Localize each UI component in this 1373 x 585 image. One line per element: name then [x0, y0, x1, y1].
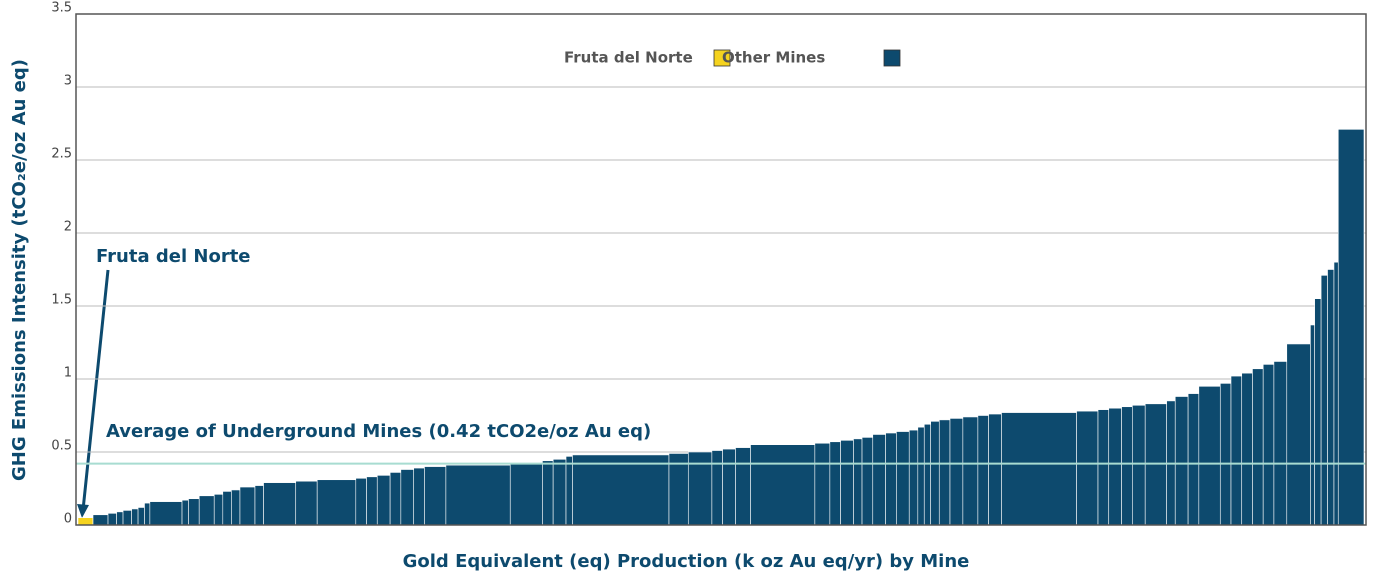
plot-frame: [75, 13, 1367, 526]
bar: [376, 475, 391, 526]
bar: [213, 494, 224, 526]
bar: [1314, 298, 1322, 526]
bar: [1252, 368, 1264, 526]
y-tick-label: 1: [64, 366, 72, 381]
bar: [1286, 343, 1311, 526]
x-axis-label: Gold Equivalent (eq) Production (k oz Au…: [403, 551, 970, 572]
bar: [1121, 406, 1133, 526]
bar: [814, 442, 831, 526]
bar: [1076, 410, 1099, 526]
bar: [853, 438, 863, 526]
bar: [445, 464, 511, 526]
bar: [896, 431, 910, 526]
bar: [1198, 385, 1221, 526]
y-tick-label: 0.5: [51, 439, 72, 454]
bar: [254, 485, 264, 526]
legend-swatch: [883, 49, 901, 67]
legend-label: Other Mines: [722, 49, 825, 67]
bar: [1320, 275, 1328, 526]
bar: [222, 491, 232, 526]
bar: [188, 498, 200, 526]
bar: [239, 486, 256, 526]
bar: [316, 479, 357, 526]
y-tick-label: 3: [64, 74, 72, 89]
bar: [149, 501, 183, 526]
y-axis-label: GHG Emissions Intensity (tCO₂e/oz Au eq): [9, 59, 30, 481]
bar: [735, 447, 751, 526]
bar: [552, 458, 567, 526]
bar: [1310, 324, 1315, 526]
bar: [565, 456, 573, 526]
bar: [263, 482, 297, 526]
bar: [107, 513, 117, 526]
annotation-arrowhead: [77, 504, 89, 518]
bar: [400, 469, 415, 526]
bar: [231, 489, 241, 526]
bar: [1333, 261, 1339, 526]
bar: [722, 448, 736, 526]
y-tick-label: 0: [64, 512, 72, 527]
bar: [1187, 393, 1200, 526]
bar: [116, 511, 124, 526]
bar: [962, 416, 979, 526]
bar: [1132, 404, 1146, 526]
bar: [917, 426, 925, 526]
annotation: Fruta del Norte: [96, 246, 251, 267]
y-tick-label: 1.5: [51, 293, 72, 308]
y-tick-label: 2: [64, 220, 72, 235]
bar: [389, 472, 402, 526]
bar: [355, 477, 367, 526]
bar: [77, 517, 94, 526]
bar: [509, 463, 543, 526]
bar: [413, 467, 425, 526]
bar: [750, 444, 816, 526]
bar: [1108, 407, 1122, 526]
bar: [977, 415, 989, 526]
bar: [144, 502, 151, 526]
bar: [424, 466, 447, 526]
bar: [1174, 396, 1189, 526]
bar: [295, 480, 318, 526]
bar: [1230, 375, 1243, 526]
y-tick-label: 3.5: [51, 1, 72, 16]
bar: [198, 495, 215, 526]
legend-label: Fruta del Norte: [564, 49, 693, 67]
bar: [1219, 383, 1232, 526]
bar: [949, 418, 964, 526]
bar: [92, 514, 109, 526]
bar: [1273, 361, 1288, 526]
bar: [938, 419, 951, 526]
bar: [366, 476, 378, 526]
bar: [908, 429, 919, 526]
bar: [988, 413, 1002, 526]
bar: [1337, 129, 1365, 526]
annotation-arrow: [81, 269, 110, 511]
legend-swatch: [713, 49, 731, 67]
bar: [861, 437, 874, 526]
bar: [885, 432, 897, 526]
bar: [711, 450, 723, 526]
bar: [1262, 364, 1275, 526]
y-tick-label: 2.5: [51, 147, 72, 162]
bar: [542, 460, 554, 526]
bar: [923, 423, 931, 526]
bar: [572, 454, 670, 526]
reference-label: Average of Underground Mines (0.42 tCO2e…: [106, 421, 651, 442]
bar: [840, 440, 854, 526]
bar: [1327, 269, 1335, 526]
bar: [137, 507, 145, 526]
bar: [131, 508, 139, 526]
bar: [872, 434, 886, 526]
bar: [1001, 412, 1077, 526]
bar: [181, 499, 189, 526]
bar: [1241, 372, 1253, 526]
bar: [1097, 409, 1110, 526]
bar: [829, 441, 841, 526]
bar: [122, 510, 132, 526]
bar: [930, 421, 940, 526]
